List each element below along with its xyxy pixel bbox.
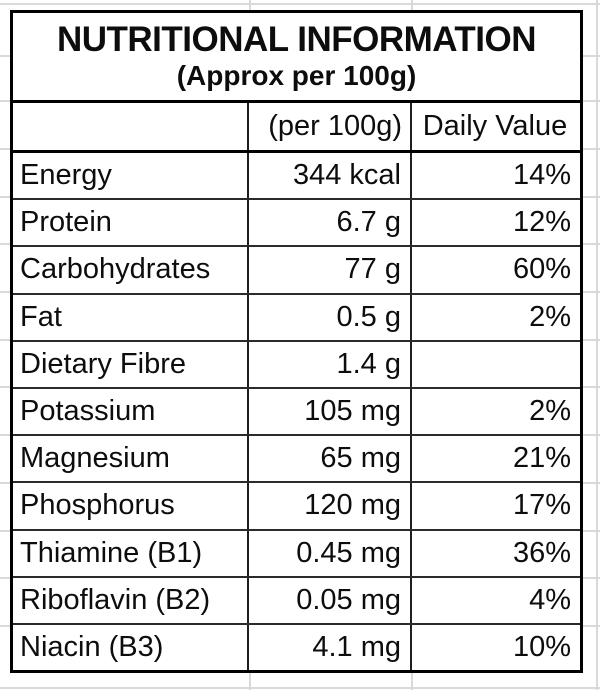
- table-row: Thiamine (B1) 0.45 mg 36%: [13, 528, 580, 576]
- daily-value-cell: 14%: [410, 153, 580, 199]
- header-amount-cell: (per 100g): [247, 103, 410, 150]
- table-header-row: (per 100g) Daily Value: [13, 103, 580, 153]
- nutrient-name-cell: Thiamine (B1): [20, 536, 203, 569]
- header-daily-value-cell: Daily Value: [410, 103, 580, 150]
- nutrient-name-cell: Riboflavin (B2): [20, 583, 211, 616]
- nutrition-table: NUTRITIONAL INFORMATION (Approx per 100g…: [10, 10, 583, 673]
- table-row: Riboflavin (B2) 0.05 mg 4%: [13, 575, 580, 623]
- table-row: Dietary Fibre 1.4 g: [13, 339, 580, 387]
- table-body: Energy 344 kcal 14% Protein 6.7 g 12% Ca…: [13, 153, 580, 671]
- amount-cell: 0.05 mg: [247, 577, 410, 623]
- amount-cell: 1.4 g: [247, 341, 410, 387]
- table-row: Energy 344 kcal 14%: [13, 153, 580, 199]
- daily-value-cell: 17%: [410, 483, 580, 529]
- nutrient-name-cell: Phosphorus: [20, 489, 175, 522]
- table-title-block: NUTRITIONAL INFORMATION (Approx per 100g…: [13, 13, 580, 103]
- daily-value-cell: 2%: [410, 294, 580, 340]
- amount-cell: 65 mg: [247, 436, 410, 482]
- amount-cell: 6.7 g: [247, 200, 410, 246]
- nutrient-name-cell: Niacin (B3): [20, 630, 164, 663]
- table-subtitle: (Approx per 100g): [176, 59, 417, 91]
- daily-value-cell: 4%: [410, 577, 580, 623]
- header-nutrient-cell: [13, 103, 247, 150]
- table-row: Niacin (B3) 4.1 mg 10%: [13, 622, 580, 671]
- daily-value-cell: 12%: [410, 200, 580, 246]
- nutrient-name-cell: Potassium: [20, 395, 156, 428]
- daily-value-cell: 2%: [410, 388, 580, 435]
- amount-cell: 344 kcal: [247, 153, 410, 199]
- nutrient-name-cell: Dietary Fibre: [20, 347, 186, 380]
- spreadsheet-gridline: [0, 3, 600, 5]
- table-title: NUTRITIONAL INFORMATION: [56, 20, 537, 60]
- spreadsheet-gridline: [0, 687, 600, 689]
- nutrient-name-cell: Fat: [20, 300, 62, 333]
- daily-value-cell: 36%: [410, 530, 580, 576]
- amount-cell: 0.45 mg: [247, 530, 410, 576]
- table-row: Magnesium 65 mg 21%: [13, 434, 580, 482]
- daily-value-cell: 10%: [410, 624, 580, 671]
- daily-value-cell: 60%: [410, 247, 580, 293]
- nutrient-name-cell: Protein: [20, 206, 112, 239]
- table-row: Phosphorus 120 mg 17%: [13, 481, 580, 529]
- amount-cell: 0.5 g: [247, 294, 410, 340]
- daily-value-cell: 21%: [410, 436, 580, 482]
- nutrient-name-cell: Carbohydrates: [20, 253, 211, 286]
- table-row: Fat 0.5 g 2%: [13, 292, 580, 340]
- nutrient-name-cell: Magnesium: [20, 442, 170, 475]
- amount-cell: 4.1 mg: [247, 624, 410, 671]
- amount-cell: 120 mg: [247, 483, 410, 529]
- table-row: Protein 6.7 g 12%: [13, 198, 580, 246]
- amount-cell: 77 g: [247, 247, 410, 293]
- spreadsheet-gridline: [596, 0, 598, 690]
- table-row: Potassium 105 mg 2%: [13, 386, 580, 435]
- table-row: Carbohydrates 77 g 60%: [13, 245, 580, 293]
- daily-value-cell: [410, 341, 580, 387]
- nutrient-name-cell: Energy: [20, 159, 112, 192]
- amount-cell: 105 mg: [247, 388, 410, 435]
